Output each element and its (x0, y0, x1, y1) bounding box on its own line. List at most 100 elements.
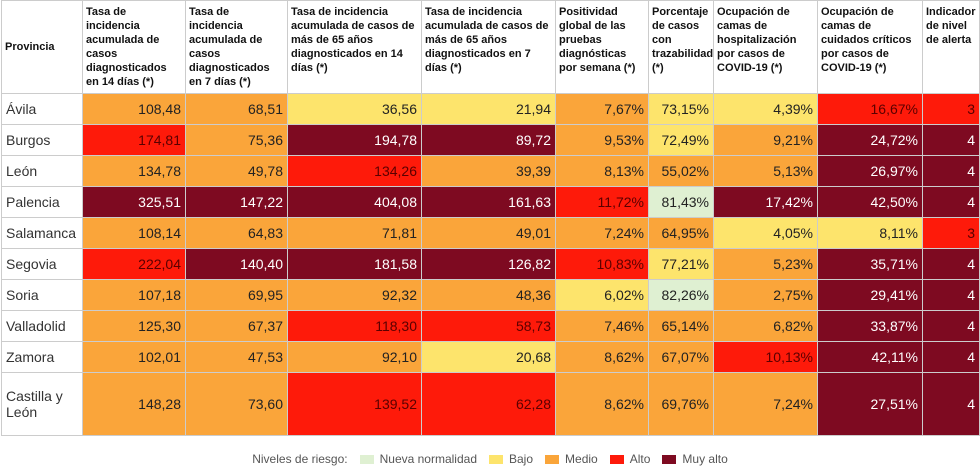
table-row: Zamora 102,01 47,53 92,10 20,68 8,62% 67,07% 10… (1, 341, 980, 373)
value-cell: 3 (922, 93, 980, 125)
value-cell: 194,78 (287, 124, 422, 156)
value-cell: 4,39% (713, 93, 818, 125)
table-row: Burgos 174,81 75,36 194,78 89,72 9,53% 72,49% 9… (1, 124, 980, 156)
value-cell: 20,68 (421, 341, 556, 373)
value-cell: 49,01 (421, 217, 556, 249)
value-cell: 3 (922, 217, 980, 249)
value-cell: 10,83% (555, 248, 649, 280)
value-cell: 33,87% (817, 310, 923, 342)
province-cell: Burgos (1, 124, 83, 156)
table-row: Palencia 325,51 147,22 404,08 161,63 11,72% 81… (1, 186, 980, 218)
value-cell: 42,50% (817, 186, 923, 218)
value-cell: 81,43% (648, 186, 714, 218)
legend-swatch (489, 454, 503, 464)
value-cell: 148,28 (82, 372, 186, 436)
column-header: Tasa de incidencia acumulada de casos de… (287, 0, 422, 94)
legend-label: Medio (565, 452, 598, 466)
value-cell: 108,48 (82, 93, 186, 125)
value-cell: 64,95% (648, 217, 714, 249)
value-cell: 65,14% (648, 310, 714, 342)
value-cell: 75,36 (185, 124, 288, 156)
legend: Niveles de riesgo: Nueva normalidad Bajo Me… (0, 446, 980, 472)
value-cell: 7,67% (555, 93, 649, 125)
value-cell: 4 (922, 310, 980, 342)
value-cell: 17,42% (713, 186, 818, 218)
province-cell: Segovia (1, 248, 83, 280)
legend-label: Muy alto (682, 452, 728, 466)
legend-swatch (662, 454, 677, 464)
table-row: Soria 107,18 69,95 92,32 48,36 6,02% 82,26% 2,7… (1, 279, 980, 311)
value-cell: 73,15% (648, 93, 714, 125)
province-cell: Ávila (1, 93, 83, 125)
value-cell: 118,30 (287, 310, 422, 342)
value-cell: 82,26% (648, 279, 714, 311)
value-cell: 69,76% (648, 372, 714, 436)
value-cell: 73,60 (185, 372, 288, 436)
value-cell: 161,63 (421, 186, 556, 218)
value-cell: 9,21% (713, 124, 818, 156)
legend-label: Bajo (509, 452, 534, 466)
value-cell: 181,58 (287, 248, 422, 280)
value-cell: 134,78 (82, 155, 186, 187)
header-row: Provincia Tasa de incidencia acumulada de… (1, 0, 980, 94)
value-cell: 67,37 (185, 310, 288, 342)
value-cell: 8,62% (555, 341, 649, 373)
value-cell: 7,24% (555, 217, 649, 249)
value-cell: 325,51 (82, 186, 186, 218)
value-cell: 9,53% (555, 124, 649, 156)
value-cell: 64,83 (185, 217, 288, 249)
value-cell: 7,46% (555, 310, 649, 342)
column-header: Tasa de incidencia acumulada de casos di… (185, 0, 288, 94)
province-cell: León (1, 155, 83, 187)
value-cell: 147,22 (185, 186, 288, 218)
legend-title: Niveles de riesgo: (252, 452, 348, 466)
column-header: Tasa de incidencia acumulada de casos di… (82, 0, 186, 94)
legend-label: Nueva normalidad (379, 452, 477, 466)
value-cell: 107,18 (82, 279, 186, 311)
value-cell: 174,81 (82, 124, 186, 156)
risk-table: Provincia Tasa de incidencia acumulada de… (1, 0, 980, 436)
value-cell: 11,72% (555, 186, 649, 218)
value-cell: 47,53 (185, 341, 288, 373)
value-cell: 72,49% (648, 124, 714, 156)
value-cell: 4 (922, 372, 980, 436)
value-cell: 92,32 (287, 279, 422, 311)
column-header: Porcentaje de casos con trazabilidad (*) (648, 0, 714, 94)
value-cell: 7,24% (713, 372, 818, 436)
value-cell: 69,95 (185, 279, 288, 311)
table-row: Valladolid 125,30 67,37 118,30 58,73 7,46% 65,… (1, 310, 980, 342)
table-row: Salamanca 108,14 64,83 71,81 49,01 7,24% 64,95… (1, 217, 980, 249)
value-cell: 92,10 (287, 341, 422, 373)
value-cell: 4 (922, 124, 980, 156)
column-header: Ocupación de camas de hospitalización po… (713, 0, 818, 94)
value-cell: 5,23% (713, 248, 818, 280)
value-cell: 58,73 (421, 310, 556, 342)
legend-swatch (359, 454, 374, 464)
value-cell: 10,13% (713, 341, 818, 373)
value-cell: 8,62% (555, 372, 649, 436)
province-cell: Salamanca (1, 217, 83, 249)
value-cell: 4 (922, 341, 980, 373)
value-cell: 27,51% (817, 372, 923, 436)
legend-swatch (609, 454, 624, 464)
value-cell: 62,28 (421, 372, 556, 436)
value-cell: 6,02% (555, 279, 649, 311)
legend-swatch (545, 454, 560, 464)
value-cell: 8,11% (817, 217, 923, 249)
value-cell: 4 (922, 186, 980, 218)
column-header: Provincia (1, 0, 83, 94)
value-cell: 21,94 (421, 93, 556, 125)
province-cell: Castilla y León (1, 372, 83, 436)
column-header: Tasa de incidencia acumulada de casos de… (421, 0, 556, 94)
value-cell: 36,56 (287, 93, 422, 125)
value-cell: 222,04 (82, 248, 186, 280)
value-cell: 48,36 (421, 279, 556, 311)
value-cell: 6,82% (713, 310, 818, 342)
value-cell: 2,75% (713, 279, 818, 311)
table-row: Castilla y León 148,28 73,60 139,52 62,28 8,6… (1, 372, 980, 436)
value-cell: 4 (922, 279, 980, 311)
value-cell: 35,71% (817, 248, 923, 280)
value-cell: 134,26 (287, 155, 422, 187)
table-row: Ávila 108,48 68,51 36,56 21,94 7,67% 73,15% 4,3… (1, 93, 980, 125)
